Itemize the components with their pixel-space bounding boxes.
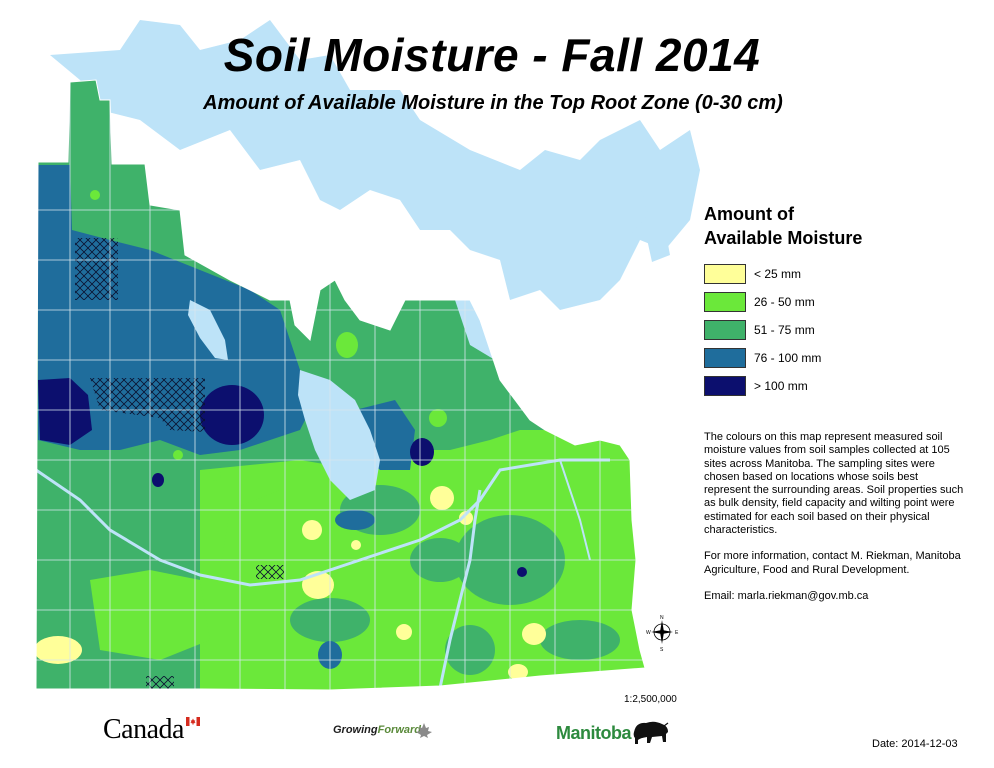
compass-e: E: [675, 630, 679, 636]
map-date: Date: 2014-12-03: [872, 738, 958, 750]
description-paragraph-2: For more information, contact M. Riekman…: [704, 550, 961, 576]
legend-title-line2: Available Moisture: [704, 228, 863, 248]
legend-label: < 25 mm: [754, 267, 802, 281]
compass-s: S: [660, 647, 664, 652]
legend-label: 26 - 50 mm: [754, 295, 815, 309]
compass-w: W: [646, 630, 651, 636]
legend-item: 51 - 75 mm: [704, 316, 964, 344]
legend-items: < 25 mm 26 - 50 mm 51 - 75 mm 76 - 100 mm > …: [704, 260, 964, 400]
map-subtitle: Amount of Available Moisture in the Top …: [203, 92, 783, 114]
bison-icon: [633, 721, 669, 744]
canada-logo: Canada: [103, 714, 184, 745]
map-title: Soil Moisture - Fall 2014: [223, 29, 761, 81]
legend-label: 51 - 75 mm: [754, 323, 815, 337]
maple-leaf-icon: [416, 723, 432, 738]
legend-label: > 100 mm: [754, 379, 808, 393]
gf-part1: Growing: [333, 724, 378, 736]
legend-swatch: [704, 376, 746, 396]
description-email: Email: marla.riekman@gov.mb.ca: [704, 589, 869, 602]
legend-swatch: [704, 292, 746, 312]
legend-swatch: [704, 348, 746, 368]
legend-title-line1: Amount of: [704, 204, 794, 224]
legend-item: > 100 mm: [704, 372, 964, 400]
legend-label: 76 - 100 mm: [754, 351, 822, 365]
compass-rose-icon: N S E W: [646, 615, 679, 652]
canada-flag-icon: [186, 717, 200, 726]
map-description: The colours on this map represent measur…: [704, 431, 966, 616]
legend-swatch: [704, 264, 746, 284]
water-bodies: [50, 20, 700, 310]
gf-part2: Forward: [377, 724, 422, 736]
description-paragraph-1: The colours on this map represent measur…: [704, 431, 964, 537]
legend-item: < 25 mm: [704, 260, 964, 288]
manitoba-logo: Manitoba: [556, 723, 632, 743]
compass-n: N: [660, 615, 664, 621]
legend: Amount of Available Moisture < 25 mm 26 -…: [704, 202, 964, 400]
legend-item: 76 - 100 mm: [704, 344, 964, 372]
map-scale: 1:2,500,000: [624, 694, 677, 705]
legend-swatch: [704, 320, 746, 340]
growing-forward-logo: GrowingForward: [333, 724, 421, 736]
legend-title: Amount of Available Moisture: [704, 202, 964, 250]
legend-item: 26 - 50 mm: [704, 288, 964, 316]
